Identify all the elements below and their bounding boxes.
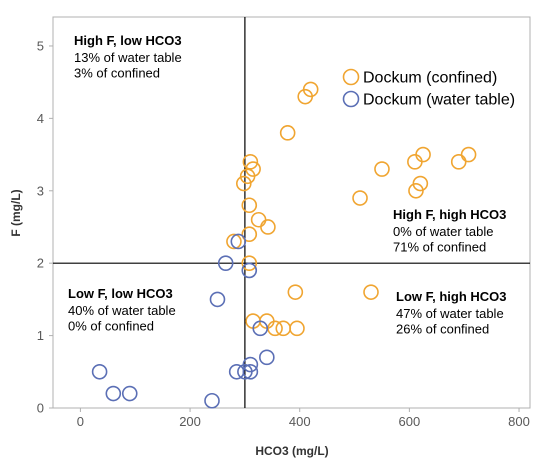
y-axis-title: F (mg/L) xyxy=(9,189,23,236)
data-point xyxy=(289,320,305,337)
annotation-line: 71% of confined xyxy=(393,240,486,255)
y-tick-label: 2 xyxy=(37,256,44,271)
x-tick-label: 200 xyxy=(179,414,201,429)
x-tick-label: 600 xyxy=(399,414,421,429)
data-point xyxy=(415,146,431,163)
data-point xyxy=(242,154,259,170)
annotation-title: Low F, high HCO3 xyxy=(396,289,507,304)
y-tick-label: 5 xyxy=(37,38,44,53)
data-point xyxy=(302,81,319,98)
x-axis-title: HCO3 (mg/L) xyxy=(255,444,328,458)
annotation-line: 13% of water table xyxy=(74,50,182,65)
data-point xyxy=(91,363,108,380)
data-point xyxy=(460,146,477,163)
data-point xyxy=(242,356,259,373)
data-point xyxy=(287,284,304,300)
annotation-title: Low F, low HCO3 xyxy=(68,286,173,301)
x-tick-label: 0 xyxy=(77,414,84,429)
data-point xyxy=(226,233,242,250)
data-point xyxy=(236,175,252,192)
data-point xyxy=(241,197,258,214)
legend-marker xyxy=(342,90,360,108)
x-tick-label: 800 xyxy=(508,414,530,429)
data-point xyxy=(228,363,245,380)
data-point xyxy=(279,125,296,141)
annotation-line: 47% of water table xyxy=(396,306,504,321)
x-tick-label: 400 xyxy=(289,414,311,429)
data-points xyxy=(91,81,477,409)
data-point xyxy=(450,154,467,170)
data-point xyxy=(241,255,258,271)
legend-marker xyxy=(342,68,360,86)
data-point xyxy=(241,262,258,279)
series-water-table xyxy=(91,233,275,409)
data-point xyxy=(363,284,379,300)
legend-label: Dockum (confined) xyxy=(363,70,497,87)
x-axis-ticks: 0 200 400 600 800 xyxy=(77,408,530,429)
data-point xyxy=(275,320,292,337)
data-point xyxy=(204,392,220,409)
annotation-line: 3% of confined xyxy=(74,66,160,81)
data-point xyxy=(259,349,275,366)
y-tick-label: 4 xyxy=(37,111,44,126)
legend-label: Dockum (water table) xyxy=(363,92,515,109)
annotation-line: 26% of confined xyxy=(396,322,489,337)
annotation-line: 0% of water table xyxy=(393,224,493,239)
data-point xyxy=(260,219,276,235)
plot-border xyxy=(52,16,531,409)
data-point xyxy=(374,161,390,177)
plot-area xyxy=(52,16,531,409)
data-point xyxy=(105,385,122,402)
data-point xyxy=(267,320,283,337)
data-point xyxy=(209,291,226,308)
threshold-lines xyxy=(53,17,530,408)
data-point xyxy=(352,190,368,206)
data-point xyxy=(230,233,247,250)
data-point xyxy=(217,255,234,271)
y-tick-label: 1 xyxy=(37,328,44,343)
y-axis-ticks: 0 1 2 3 4 5 xyxy=(37,38,53,416)
data-point xyxy=(250,211,267,228)
y-tick-label: 3 xyxy=(37,183,44,198)
annotation-line: 40% of water table xyxy=(68,303,176,318)
series-confined xyxy=(226,81,477,337)
annotation-line: 0% of confined xyxy=(68,319,154,334)
annotation-title: High F, low HCO3 xyxy=(74,33,182,48)
data-point xyxy=(407,154,423,170)
data-point xyxy=(242,363,259,380)
legend: Dockum (confined) Dockum (water table) xyxy=(342,68,515,109)
data-point xyxy=(241,226,258,243)
data-point xyxy=(252,320,269,337)
annotation-title: High F, high HCO3 xyxy=(393,207,506,222)
data-point xyxy=(239,168,256,185)
data-point xyxy=(121,385,138,402)
data-point xyxy=(408,182,424,199)
y-tick-label: 0 xyxy=(37,401,44,416)
